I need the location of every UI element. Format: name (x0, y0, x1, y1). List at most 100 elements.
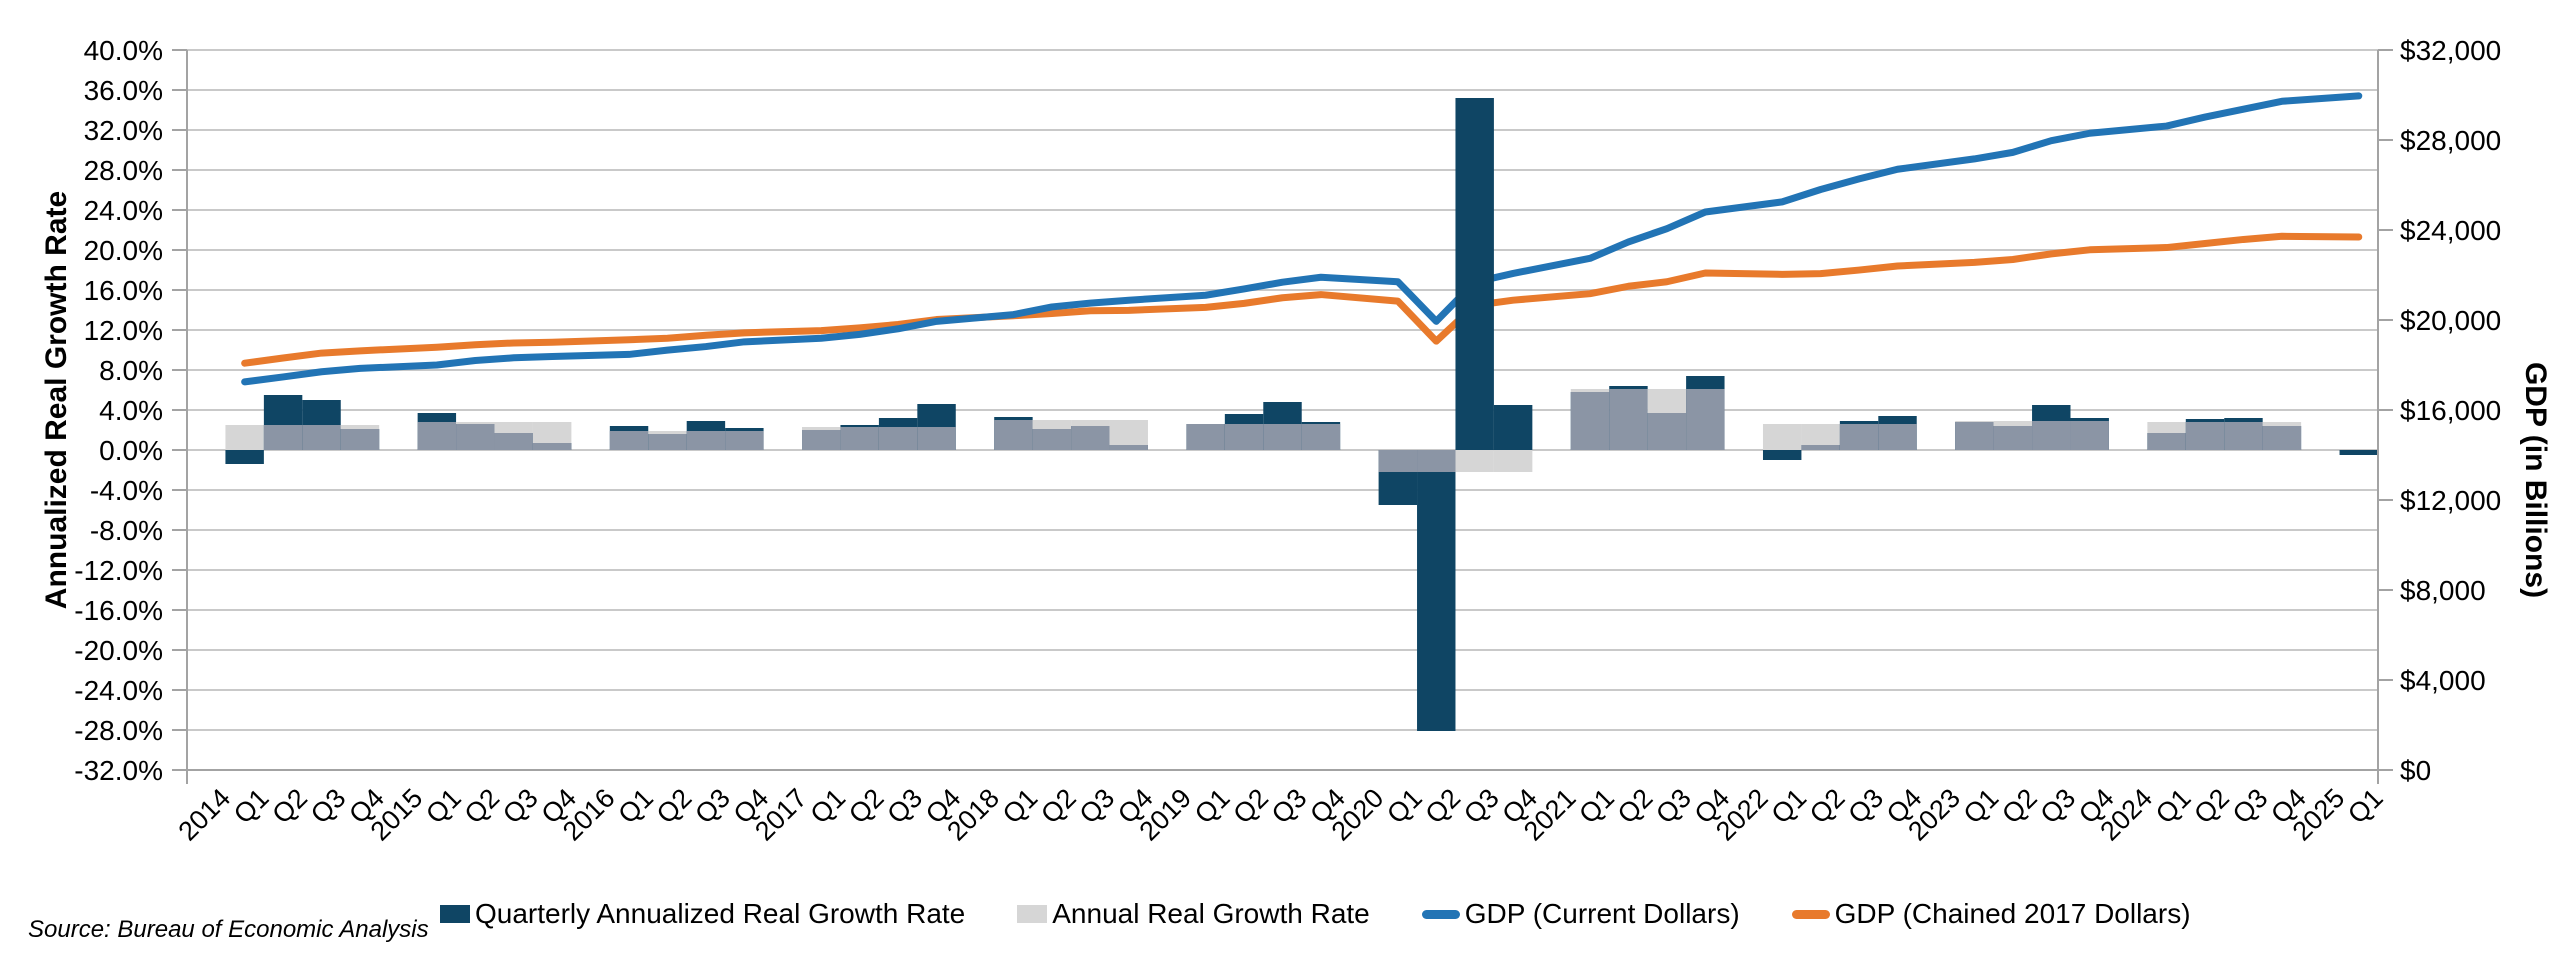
bar-annual-overlap (302, 425, 341, 450)
bar-annual (1955, 421, 1994, 422)
legend-label: Annual Real Growth Rate (1052, 898, 1370, 929)
right-axis-tick-label: $16,000 (2400, 395, 2501, 426)
bar-quarterly (2339, 450, 2378, 455)
bar-annual (1032, 420, 1072, 429)
quarterly-bar-swatch (440, 905, 470, 923)
gdp-current-line (241, 92, 2363, 386)
bar-annual-overlap (1301, 424, 1341, 450)
bar-annual-overlap (1801, 445, 1840, 450)
bar-annual-overlap (994, 420, 1033, 450)
bar-quarterly (1417, 450, 1456, 731)
bar-annual (1801, 424, 1840, 445)
bar-annual-overlap (2147, 433, 2186, 450)
bar-annual (494, 422, 533, 433)
legend-label: Quarterly Annualized Real Growth Rate (475, 898, 966, 929)
bar-annual-overlap (1186, 424, 1225, 450)
legend-item-quarterly: Quarterly Annualized Real Growth Rate (440, 898, 965, 930)
bar-annual (1109, 420, 1148, 445)
legend-label: GDP (Current Dollars) (1464, 898, 1740, 929)
left-axis-tick-label: 28.0% (84, 155, 163, 186)
bar-annual-overlap (1647, 413, 1687, 450)
left-axis-tick-label: 20.0% (84, 235, 163, 266)
right-axis-tick-label: $12,000 (2400, 485, 2501, 516)
gdp-chained-line-swatch (1791, 909, 1830, 919)
right-axis-tick-label: $32,000 (2400, 35, 2501, 66)
bar-annual-overlap (2262, 426, 2302, 450)
bar-annual (2147, 422, 2186, 433)
right-axis-tick-label: $0 (2400, 755, 2431, 786)
bar-annual (1071, 420, 1110, 426)
bar-annual (532, 422, 572, 443)
bar-annual-overlap (1109, 445, 1148, 450)
bar-annual (1762, 424, 1802, 450)
right-axis-tick-label: $24,000 (2400, 215, 2501, 246)
right-axis-title: GDP (in Billions) (2519, 361, 2552, 599)
bar-annual-overlap (840, 427, 879, 450)
bar-annual (1993, 421, 2033, 426)
bar-annual (2262, 422, 2302, 426)
bar-quarterly (1493, 405, 1533, 450)
left-axis-tick-label: -4.0% (90, 475, 163, 506)
legend-item-gdp-chained: GDP (Chained 2017 Dollars) (1791, 898, 2191, 930)
bar-annual-overlap (532, 443, 572, 450)
bar-annual-overlap (917, 427, 956, 450)
left-axis-tick-label: 24.0% (84, 195, 163, 226)
legend-label: GDP (Chained 2017 Dollars) (1834, 898, 2191, 929)
left-axis-tick-label: -20.0% (74, 635, 163, 666)
bar-annual (648, 431, 687, 434)
bar-annual-overlap (878, 427, 918, 450)
right-axis-tick-label: $4,000 (2400, 665, 2486, 696)
bar-annual-overlap (340, 429, 380, 450)
bar-annual-overlap (1032, 429, 1072, 450)
bar-annual-overlap (2185, 422, 2225, 450)
legend-item-gdp-current: GDP (Current Dollars) (1421, 898, 1740, 930)
bar-annual-overlap (1839, 424, 1879, 450)
bar-annual-overlap (1955, 422, 1994, 450)
bar-annual-overlap (648, 434, 687, 450)
bar-annual-overlap (1686, 389, 1725, 450)
x-axis-tick-label: Q1 (2342, 783, 2389, 830)
left-axis-tick-label: 16.0% (84, 275, 163, 306)
bar-annual-overlap (1071, 426, 1110, 450)
bar-annual-overlap (802, 430, 841, 450)
bar-annual-overlap (494, 433, 533, 450)
bar-annual (225, 425, 264, 450)
axis-frame (172, 49, 2393, 784)
bar-annual-overlap (2224, 422, 2263, 450)
bar-annual-overlap (2032, 421, 2071, 450)
left-axis-tick-label: 4.0% (99, 395, 163, 426)
right-axis-tick-label: $20,000 (2400, 305, 2501, 336)
left-axis-tick-label: 36.0% (84, 75, 163, 106)
bar-annual (1647, 389, 1687, 413)
gdp-chained-line (241, 232, 2363, 367)
bar-annual-overlap (686, 431, 726, 450)
bar-annual (456, 422, 495, 424)
bar-annual-overlap (725, 431, 764, 450)
line-series (241, 92, 2363, 386)
bar-annual-overlap (1417, 450, 1456, 472)
source-note: Source: Bureau of Economic Analysis (28, 916, 429, 943)
bar-annual-overlap (609, 431, 649, 450)
bar-annual-overlap (456, 424, 495, 450)
bar-annual-overlap (417, 422, 457, 450)
bar-annual (1570, 389, 1610, 392)
left-axis-tick-label: -24.0% (74, 675, 163, 706)
bar-annual (1493, 450, 1533, 472)
left-axis-tick-label: -16.0% (74, 595, 163, 626)
x-axis-labels: 2014Q1Q2Q3Q42015Q1Q2Q3Q42016Q1Q2Q3Q42017… (173, 783, 2389, 847)
right-axis-tick-label: $8,000 (2400, 575, 2486, 606)
left-axis-labels: 40.0% 36.0% 32.0% 28.0% 24.0% 20.0% 16.0% 12.0%… (74, 35, 163, 786)
x-axis-tick-label: 2014 (173, 783, 237, 847)
bar-annual (802, 427, 841, 430)
legend: Quarterly Annualized Real Growth Rate An… (440, 898, 2191, 930)
bar-annual (340, 425, 380, 429)
bar-annual-overlap (2070, 421, 2109, 450)
left-axis-title: Annualized Real Growth Rate (40, 190, 73, 610)
bar-quarterly (225, 450, 264, 464)
bar-annual-overlap (1263, 424, 1302, 450)
left-axis-tick-label: 0.0% (99, 435, 163, 466)
bar-annual-overlap (1570, 392, 1610, 450)
left-axis-tick-label: 8.0% (99, 355, 163, 386)
